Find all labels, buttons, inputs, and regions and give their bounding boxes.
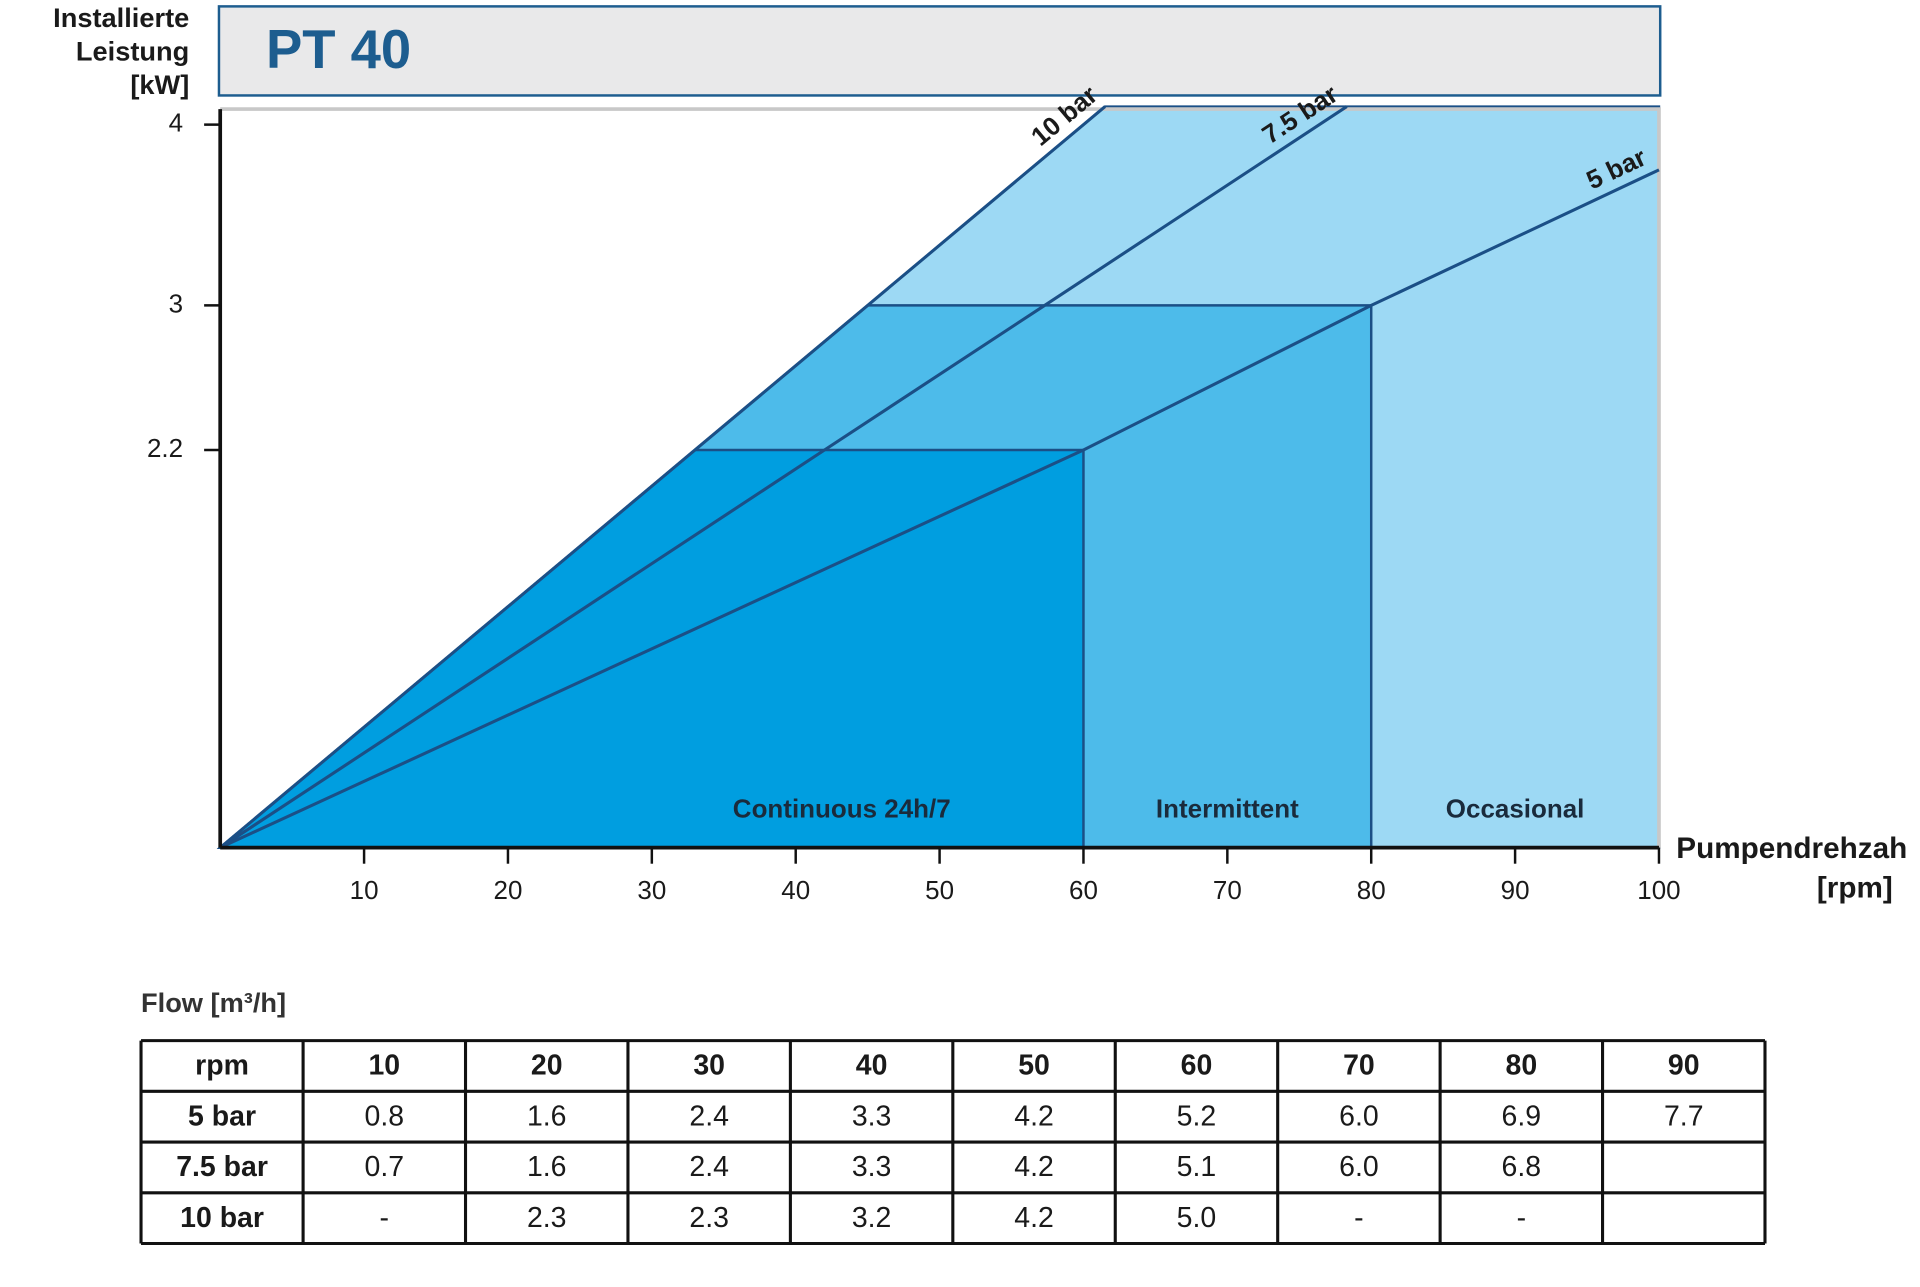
line [219, 168, 1660, 850]
table-cell: 6.0 [1339, 1100, 1379, 1132]
table-cell: 20 [531, 1050, 563, 1082]
table-caption: Flow [m³/h] [141, 987, 286, 1018]
table-cell: - [380, 1202, 389, 1234]
table-cell: 3.3 [852, 1151, 892, 1183]
table-cell: 3.2 [852, 1202, 892, 1234]
table-cell: 10 bar [180, 1202, 264, 1234]
x-tick-label: 100 [1637, 875, 1680, 905]
table-cell: 5.0 [1177, 1202, 1217, 1234]
y-tick-label: 4 [169, 108, 183, 138]
chart-title: PT 40 [266, 19, 411, 80]
x-tick-label: 10 [350, 875, 379, 905]
table-cell: 7.7 [1664, 1100, 1704, 1132]
line [219, 105, 1107, 849]
table-cell: 6.0 [1339, 1151, 1379, 1183]
x-tick-label: 80 [1357, 875, 1386, 905]
table-cell: - [1354, 1202, 1363, 1234]
table-cell: 4.2 [1014, 1202, 1054, 1234]
zone-label: Occasional [1446, 793, 1585, 823]
table-cell: 5 bar [188, 1100, 256, 1132]
table-cell: 2.3 [689, 1202, 729, 1234]
zone-label: Continuous 24h/7 [733, 793, 951, 823]
table-cell: 1.6 [527, 1100, 567, 1132]
table-cell: - [1517, 1202, 1526, 1234]
table-cell: 2.4 [689, 1151, 729, 1183]
table-cell: 4.2 [1014, 1100, 1054, 1132]
title-box [217, 5, 1662, 97]
y-axis-label: Installierte [53, 2, 189, 33]
x-tick-label: 70 [1213, 875, 1242, 905]
table-cell: 0.8 [365, 1100, 405, 1132]
x-axis-label: [rpm] [1817, 872, 1893, 905]
table-cell: 70 [1343, 1050, 1375, 1082]
table-cell: 7.5 bar [176, 1151, 268, 1183]
line [219, 105, 1348, 849]
y-tick-label: 2.2 [147, 433, 183, 463]
x-tick-label: 90 [1501, 875, 1530, 905]
table-cell: 2.4 [689, 1100, 729, 1132]
y-axis-label: Leistung [76, 36, 189, 67]
table-cell: 6.9 [1502, 1100, 1542, 1132]
table-cell: 50 [1018, 1050, 1050, 1082]
y-tick-label: 3 [169, 288, 183, 318]
table-cell: rpm [195, 1050, 249, 1082]
table-cell: 5.1 [1177, 1151, 1217, 1183]
table-cell: 4.2 [1014, 1151, 1054, 1183]
x-tick-label: 60 [1069, 875, 1098, 905]
table-cell: 1.6 [527, 1151, 567, 1183]
x-tick-label: 20 [494, 875, 523, 905]
table-cell: 40 [856, 1050, 888, 1082]
x-tick-label: 40 [781, 875, 810, 905]
x-axis-label: Pumpendrehzah [1676, 832, 1907, 865]
table-cell: 60 [1181, 1050, 1213, 1082]
table-cell: 0.7 [365, 1151, 405, 1183]
y-axis-label: [kW] [130, 69, 189, 100]
x-tick-label: 50 [925, 875, 954, 905]
table-cell: 6.8 [1502, 1151, 1542, 1183]
table-cell: 30 [693, 1050, 725, 1082]
zone-label: Intermittent [1156, 793, 1299, 823]
plot-frame [220, 107, 1661, 848]
table-cell: 2.3 [527, 1202, 567, 1234]
table-cell: 3.3 [852, 1100, 892, 1132]
table-cell: 90 [1668, 1050, 1700, 1082]
x-tick-label: 30 [637, 875, 666, 905]
table-cell: 5.2 [1177, 1100, 1217, 1132]
table-cell: 10 [368, 1050, 400, 1082]
table-cell: 80 [1506, 1050, 1538, 1082]
